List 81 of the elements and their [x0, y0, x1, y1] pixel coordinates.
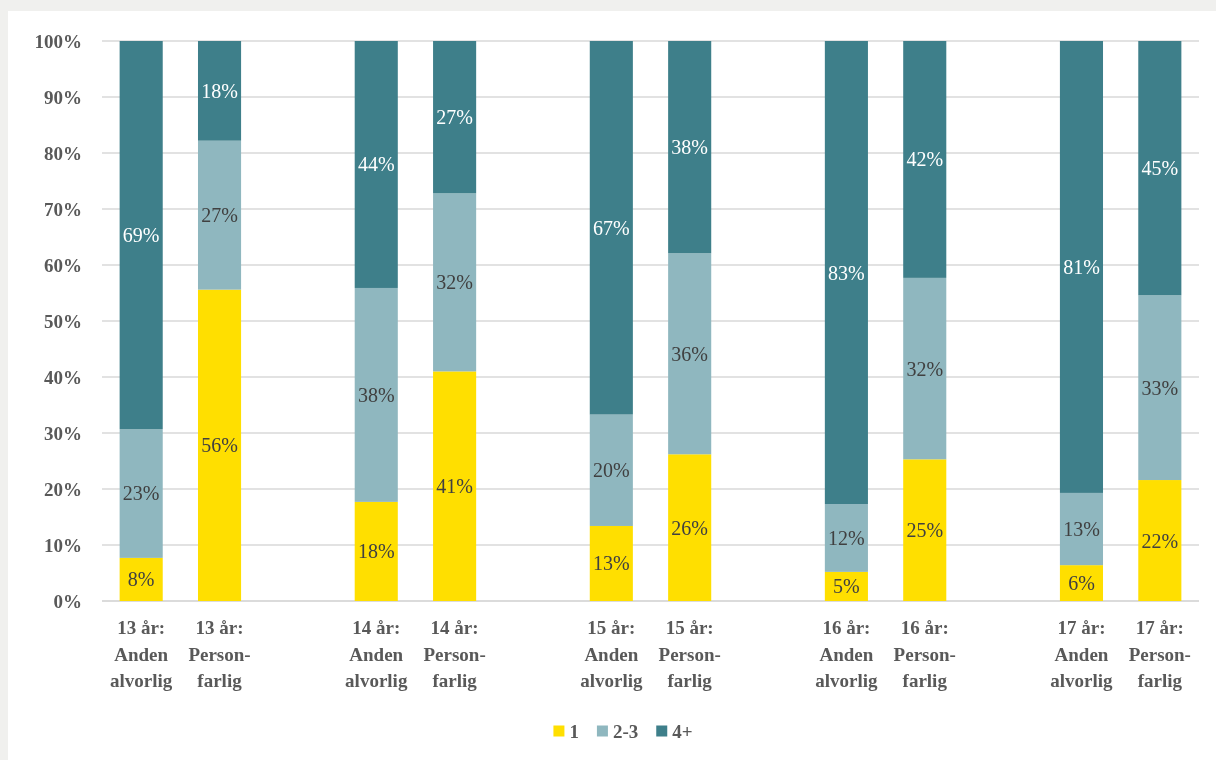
data-label: 5%: [833, 575, 860, 598]
bar: [1138, 480, 1182, 601]
bar: [197, 289, 242, 601]
data-label: 83%: [828, 261, 865, 284]
y-tick-label: 50%: [44, 310, 82, 332]
x-tick-label: 13 år: Anden alvorlig: [110, 616, 173, 691]
x-tick-label: 16 år: Anden alvorlig: [815, 616, 879, 691]
bar: [354, 287, 398, 502]
data-label: 20%: [592, 459, 630, 482]
x-tick-label: 17 år: Anden alvorlig: [1050, 616, 1114, 691]
x-tick-label: 14 år: Anden alvorlig: [345, 616, 408, 691]
bar: [903, 277, 947, 460]
data-label: 38%: [357, 383, 395, 406]
data-label: 81%: [1063, 255, 1100, 278]
data-label: 38%: [671, 136, 709, 159]
data-label: 22%: [1141, 529, 1179, 552]
bar: [1138, 41, 1182, 296]
y-tick-label: 20%: [44, 478, 82, 500]
bar: [433, 41, 477, 194]
y-tick-label: 40%: [44, 366, 82, 388]
bar: [433, 371, 477, 601]
bar: [589, 525, 633, 601]
data-label: 13%: [1063, 518, 1100, 541]
x-tick-label: 13 år: Person-farlig: [188, 616, 251, 691]
x-tick-label: 15 år: Person-farlig: [658, 616, 721, 691]
bar: [1138, 295, 1182, 481]
data-label: 69%: [122, 224, 160, 247]
y-tick-label: 30%: [44, 422, 82, 444]
bar: [903, 41, 947, 278]
data-label: 8%: [127, 568, 155, 591]
data-label: 18%: [357, 540, 395, 563]
bar: [1059, 492, 1104, 566]
bar: [433, 193, 477, 372]
bar: [119, 41, 163, 430]
y-tick-label: 0%: [53, 590, 82, 612]
y-tick-label: 60%: [44, 254, 82, 276]
bar: [589, 414, 633, 526]
bar: [589, 41, 633, 415]
data-label: 41%: [436, 475, 473, 498]
bar: [668, 454, 712, 601]
data-label: 13%: [592, 552, 630, 575]
data-label: 12%: [828, 527, 865, 549]
data-label: 42%: [906, 148, 944, 171]
bar: [197, 41, 242, 141]
data-label: 32%: [436, 271, 473, 294]
x-tick-label: 16 år: Person-farlig: [893, 616, 956, 691]
data-label: 18%: [201, 79, 238, 102]
bar: [903, 459, 947, 601]
data-label: 25%: [906, 519, 944, 542]
bar: [1059, 41, 1104, 493]
y-tick-label: 90%: [44, 86, 82, 108]
legend-label: 4+: [672, 720, 693, 742]
data-label: 27%: [436, 106, 473, 129]
data-label: 36%: [671, 342, 709, 365]
bar: [354, 501, 398, 601]
y-tick-label: 100%: [34, 30, 82, 52]
bar: [668, 253, 712, 455]
y-tick-label: 80%: [44, 142, 82, 164]
y-tick-label: 10%: [44, 534, 82, 556]
bar: [119, 429, 163, 558]
bar: [824, 41, 868, 505]
legend-label: 1: [569, 720, 579, 742]
data-label: 33%: [1141, 376, 1179, 399]
bar: [354, 41, 398, 288]
data-label: 23%: [122, 482, 160, 505]
bar: [824, 504, 868, 572]
data-label: 26%: [671, 516, 709, 539]
data-label: 27%: [201, 204, 238, 227]
bar: [668, 41, 712, 254]
data-label: 67%: [592, 216, 630, 239]
bar: [197, 140, 242, 290]
x-tick-label: 15 år: Anden alvorlig: [580, 616, 643, 691]
x-tick-label: 14 år: Person-farlig: [423, 616, 486, 691]
x-tick-label: 17 år: Person-farlig: [1128, 616, 1191, 691]
data-label: 56%: [201, 434, 238, 457]
y-tick-label: 70%: [44, 198, 82, 220]
legend-label: 2-3: [612, 720, 639, 742]
data-label: 32%: [906, 357, 944, 380]
data-label: 6%: [1068, 572, 1095, 595]
data-label: 45%: [1141, 157, 1179, 180]
data-label: 44%: [357, 153, 395, 176]
